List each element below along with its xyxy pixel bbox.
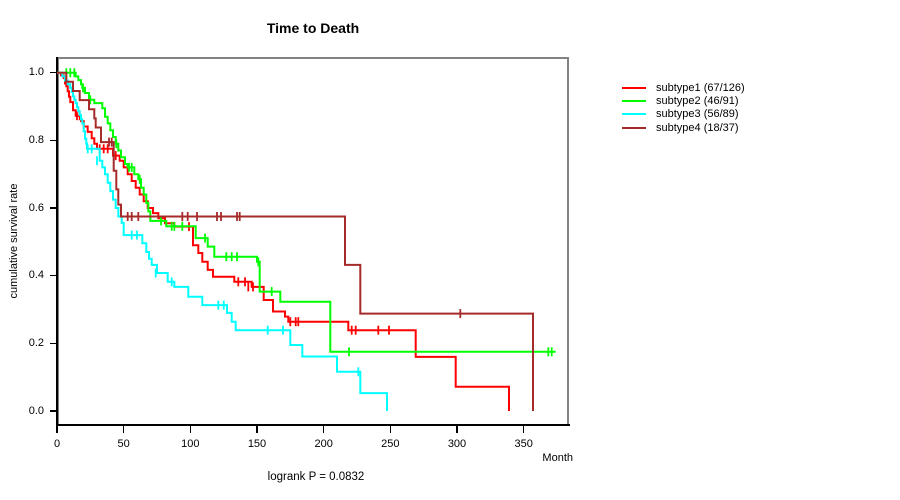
x-tick-label: 50 <box>117 438 130 450</box>
legend-label-subtype3: subtype3 (56/89) <box>656 108 739 121</box>
y-tick-mark <box>50 207 57 209</box>
y-tick-label: 0.8 <box>28 133 44 146</box>
x-tick-mark <box>322 426 325 433</box>
legend-label-subtype2: subtype2 (46/91) <box>656 95 739 108</box>
legend-row-subtype3: subtype3 (56/89) <box>622 108 745 121</box>
legend-row-subtype1: subtype1 (67/126) <box>622 81 745 94</box>
legend-line-swatch-subtype1 <box>622 86 646 89</box>
legend: subtype1 (67/126) subtype2 (46/91) subtype… <box>622 81 745 135</box>
x-axis-line <box>56 424 570 426</box>
x-tick-label: 350 <box>514 438 533 450</box>
legend-label-subtype1: subtype1 (67/126) <box>656 81 745 94</box>
y-tick-mark <box>50 410 57 412</box>
y-axis-label: cumulative survival rate <box>8 183 20 299</box>
plot-title: Time to Death <box>266 20 360 36</box>
legend-line-swatch-subtype2 <box>622 100 646 103</box>
x-tick-mark <box>456 426 458 433</box>
y-tick-label: 0.0 <box>28 404 44 417</box>
legend-row-subtype2: subtype2 (46/91) <box>622 94 745 107</box>
y-tick-label: 1.0 <box>28 66 44 79</box>
x-tick-label: 200 <box>314 438 333 450</box>
x-tick-label: 300 <box>447 438 467 450</box>
legend-row-subtype4: subtype4 (18/37) <box>622 121 745 134</box>
logrank-annotation: logrank P = 0.0832 <box>267 471 365 483</box>
x-tick-mark <box>389 426 392 433</box>
y-tick-mark <box>50 274 57 277</box>
y-tick-label: 0.2 <box>28 336 44 349</box>
curve-subtype2 <box>57 71 556 353</box>
x-tick-mark <box>122 426 125 433</box>
y-tick-mark <box>50 139 57 142</box>
curve-subtype3 <box>57 71 388 411</box>
y-tick-mark <box>50 342 57 345</box>
x-tick-label: 150 <box>247 438 267 450</box>
legend-line-swatch-subtype3 <box>622 113 646 116</box>
survival-curves-svg <box>57 68 556 411</box>
x-tick-mark <box>256 426 258 433</box>
curve-subtype4 <box>57 71 534 411</box>
legend-line-swatch-subtype4 <box>622 126 646 129</box>
x-tick-label: 250 <box>381 438 400 450</box>
y-axis-line <box>56 57 58 426</box>
y-tick-mark <box>50 71 57 74</box>
x-tick-mark <box>56 426 58 433</box>
curve-subtype1 <box>57 71 510 411</box>
x-tick-mark <box>189 426 192 433</box>
x-tick-label: 0 <box>53 438 61 450</box>
legend-label-subtype4: subtype4 (18/37) <box>656 121 739 134</box>
x-tick-mark <box>522 426 525 433</box>
y-tick-label: 0.4 <box>28 269 44 282</box>
y-tick-label: 0.6 <box>28 201 44 214</box>
x-tick-label: 100 <box>181 438 200 450</box>
x-axis-label: Month <box>542 452 573 464</box>
